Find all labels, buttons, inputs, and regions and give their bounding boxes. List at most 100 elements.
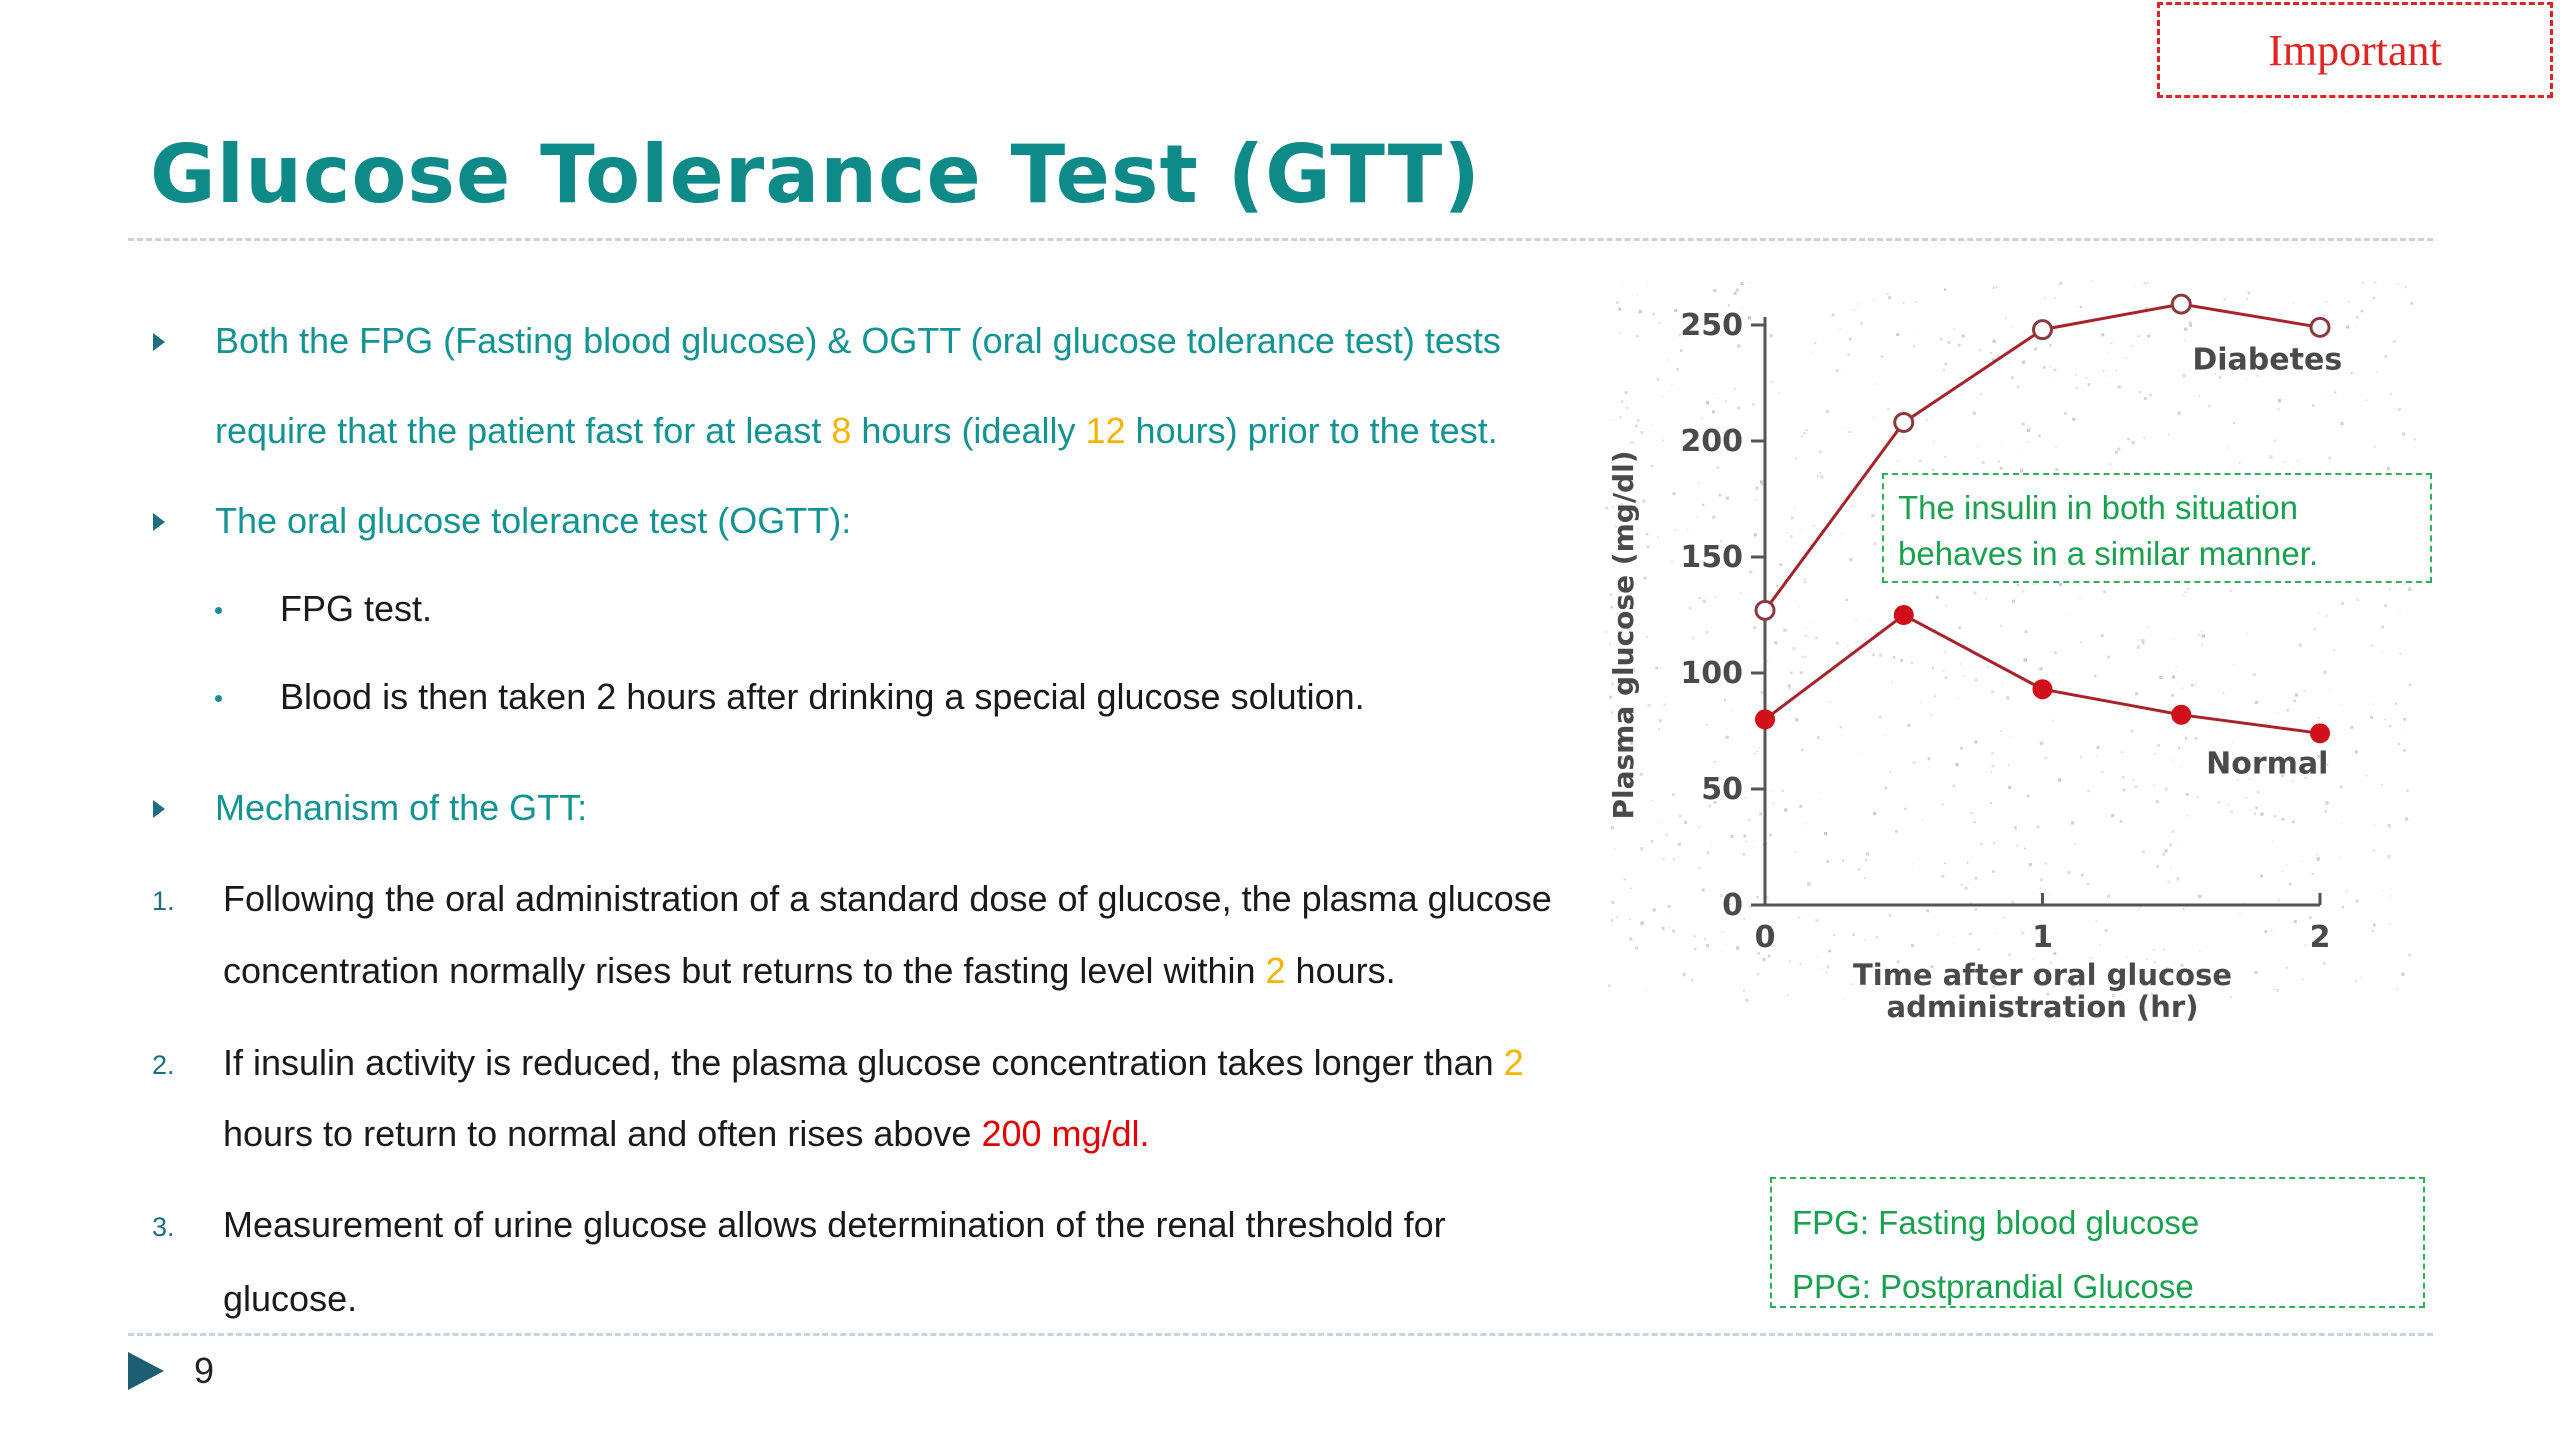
speckle-dot: [2149, 393, 2152, 397]
speckle-dot: [1759, 480, 1764, 484]
speckle-dot: [2317, 754, 2321, 758]
speckle-dot: [1815, 636, 1818, 640]
speckle-dot: [2293, 920, 2297, 923]
bullet-ogtt: The oral glucose tolerance test (OGTT):: [215, 500, 852, 541]
speckle-dot: [1785, 532, 1788, 534]
speckle-dot: [2278, 712, 2280, 714]
important-badge: Important: [2157, 2, 2553, 98]
speckle-dot: [1972, 411, 1976, 415]
speckle-dot: [2325, 801, 2329, 805]
y-tick-label: 100: [1680, 656, 1743, 691]
speckle-dot: [1636, 294, 1639, 296]
speckle-dot: [1973, 591, 1977, 595]
speckle-dot: [1719, 894, 1723, 898]
speckle-dot: [2117, 447, 2121, 451]
speckle-dot: [2230, 810, 2233, 813]
speckle-dot: [1678, 333, 1682, 337]
speckle-dot: [1990, 802, 1992, 804]
speckle-dot: [2188, 321, 2192, 325]
speckle-dot: [2228, 804, 2231, 806]
speckle-dot: [2081, 873, 2084, 877]
speckle-dot: [2180, 963, 2184, 967]
speckle-dot: [1884, 733, 1886, 736]
speckle-dot: [1872, 299, 1874, 301]
speckle-dot: [1726, 496, 1729, 500]
list-number-3: 3.: [152, 1212, 175, 1242]
speckle-dot: [2007, 764, 2010, 766]
speckle-dot: [1935, 595, 1939, 599]
speckle-dot: [1824, 832, 1828, 836]
speckle-dot: [2091, 280, 2093, 283]
speckle-dot: [2403, 581, 2406, 585]
speckle-dot: [2043, 366, 2046, 369]
y-axis-label: Plasma glucose (mg/dl): [1607, 451, 1640, 820]
speckle-dot: [1788, 708, 1791, 711]
speckle-dot: [2361, 281, 2364, 284]
speckle-dot: [1790, 535, 1793, 538]
diabetes-data-point: [1893, 411, 1915, 433]
speckle-dot: [2032, 999, 2035, 1002]
speckle-dot: [2130, 729, 2134, 733]
speckle-dot: [1610, 826, 1615, 830]
speckle-dot: [2348, 300, 2350, 303]
speckle-dot: [1986, 665, 1990, 669]
speckle-dot: [2254, 970, 2258, 975]
speckle-dot: [2068, 687, 2070, 689]
speckle-dot: [2034, 347, 2037, 351]
speckle-dot: [2015, 829, 2017, 831]
speckle-dot: [1629, 887, 1632, 889]
speckle-dot: [2239, 462, 2241, 464]
speckle-dot: [1702, 503, 1705, 506]
speckle-dot: [2126, 999, 2129, 1001]
speckle-dot: [1730, 710, 1733, 712]
text-segment: require that the patient fast for at lea…: [215, 410, 832, 451]
speckle-dot: [2115, 369, 2117, 372]
speckle-dot: [1629, 918, 1632, 920]
speckle-dot: [2402, 432, 2406, 436]
chart-axes: [1751, 317, 2322, 907]
speckle-dot: [1739, 592, 1742, 595]
speckle-dot: [1614, 847, 1616, 850]
speckle-dot: [1855, 620, 1858, 622]
speckle-dot: [2122, 788, 2126, 792]
speckle-dot: [2356, 316, 2359, 319]
speckle-dot: [2356, 598, 2360, 602]
speckle-dot: [1868, 650, 1870, 652]
speckle-dot: [1999, 466, 2003, 470]
speckle-dot: [2131, 440, 2135, 445]
speckle-dot: [2395, 702, 2398, 705]
x-tick-label: 1: [2032, 920, 2053, 955]
x-axis-label-line1: Time after oral glucose: [1853, 958, 2232, 992]
speckle-dot: [1652, 908, 1656, 912]
speckle-dot: [2079, 597, 2081, 599]
speckle-dot: [2140, 971, 2144, 975]
speckle-dot: [1629, 741, 1634, 745]
speckle-dot: [1812, 525, 1815, 527]
bullet-arrow-icon: [153, 800, 165, 818]
speckle-dot: [1803, 432, 1806, 435]
speckle-dot: [1864, 638, 1867, 640]
speckle-dot: [2304, 944, 2307, 946]
speckle-dot: [2003, 916, 2006, 919]
speckle-dot: [1706, 851, 1710, 855]
speckle-dot: [1973, 821, 1976, 824]
speckle-dot: [2311, 872, 2314, 875]
speckle-dot: [2387, 855, 2391, 859]
speckle-dot: [1609, 695, 1612, 699]
speckle-dot: [2323, 962, 2326, 965]
speckle-dot: [1941, 874, 1945, 878]
speckle-dot: [1678, 814, 1682, 818]
speckle-dot: [1771, 380, 1774, 383]
speckle-dot: [1804, 655, 1807, 658]
speckle-dot: [1825, 409, 1829, 413]
speckle-dot: [2044, 757, 2047, 760]
speckle-dot: [1960, 747, 1963, 750]
speckle-dot: [1611, 506, 1614, 508]
speckle-dot: [1997, 460, 2000, 463]
speckle-dot: [1931, 415, 1934, 418]
speckle-dot: [1716, 466, 1720, 469]
speckle-dot: [1889, 771, 1891, 773]
speckle-dot: [1611, 900, 1615, 904]
speckle-dot: [2246, 632, 2248, 634]
glucose-chart-svg: 0 50 100 150 200 250 0 1 2 Plasma glucose (mg/dl)…: [1605, 280, 2416, 1024]
